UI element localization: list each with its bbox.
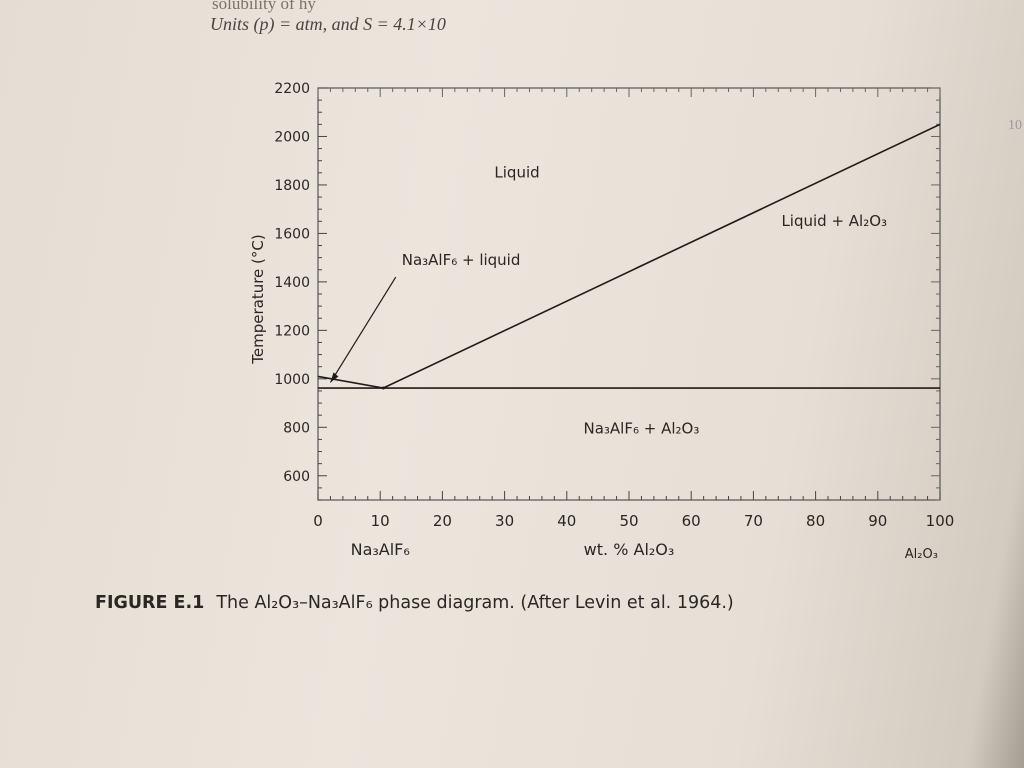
x-tick-label: 50 <box>619 512 638 530</box>
x-tick-label: 90 <box>868 512 887 530</box>
x-tick-label: 40 <box>557 512 576 530</box>
page-edge-fragment: 10 <box>1008 118 1022 133</box>
figure-caption: FIGURE E.1 The Al₂O₃–Na₃AlF₆ phase diagra… <box>95 593 734 613</box>
region-label: Liquid <box>494 164 539 182</box>
label-pointer-arrow <box>329 276 397 383</box>
plot-frame <box>317 87 941 501</box>
y-tick-label: 1600 <box>274 226 310 242</box>
region-label: Liquid + Al₂O₃ <box>781 212 887 230</box>
y-tick-label: 2200 <box>274 81 310 97</box>
page-text-fragment: solubility of hy <box>212 0 316 13</box>
phase-boundary-liquidus-cryolite <box>317 375 384 389</box>
arrowhead-icon <box>330 372 339 383</box>
phase-boundary-liquidus-alumina <box>382 123 941 389</box>
eutectic-point <box>381 386 385 390</box>
y-tick-label: 1000 <box>274 372 310 388</box>
y-tick-label: 2000 <box>274 129 310 145</box>
x-tick-label: 10 <box>371 512 390 530</box>
region-label: Na₃AlF₆ + Al₂O₃ <box>584 419 700 437</box>
y-tick-label: 1200 <box>274 323 310 339</box>
x-tick-label: 0 <box>313 512 323 530</box>
x-tick-label: 20 <box>433 512 452 530</box>
page-text-units: Units (p) = atm, and S = 4.1×10 <box>210 14 446 34</box>
region-label: Na₃AlF₆ + liquid <box>402 251 521 269</box>
x-tick-label: 70 <box>744 512 763 530</box>
x-end-label-right: Al₂O₃ <box>905 547 938 562</box>
figure-caption-text: The Al₂O₃–Na₃AlF₆ phase diagram. (After … <box>216 593 734 613</box>
x-axis-label: wt. % Al₂O₃ <box>584 540 675 559</box>
x-end-label-left: Na₃AlF₆ <box>351 540 410 559</box>
x-tick-label: 60 <box>682 512 701 530</box>
y-tick-label: 1400 <box>274 275 310 291</box>
y-tick-label: 600 <box>283 469 310 485</box>
x-tick-label: 30 <box>495 512 514 530</box>
y-tick-label: 1800 <box>274 178 310 194</box>
x-tick-label: 100 <box>926 512 955 530</box>
y-axis-label: Temperature (°C) <box>249 234 267 364</box>
y-tick-label: 800 <box>283 420 310 436</box>
x-tick-label: 80 <box>806 512 825 530</box>
figure-label: FIGURE E.1 <box>95 593 205 613</box>
